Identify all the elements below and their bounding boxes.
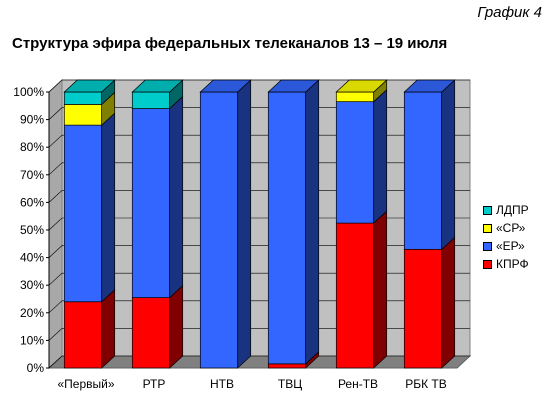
legend-swatch <box>483 205 492 215</box>
bar-segment <box>63 301 103 369</box>
bar-segment <box>403 91 443 250</box>
figure-label: График 4 <box>477 4 542 21</box>
bar-segment <box>267 91 307 365</box>
gridline <box>48 328 470 341</box>
gridline <box>48 300 470 314</box>
bar-segment <box>403 248 443 369</box>
y-tick-label: 100% <box>13 85 44 99</box>
bar-top-cap <box>267 79 320 93</box>
gridline <box>48 134 470 148</box>
bar-segment <box>335 91 375 103</box>
bar-segment <box>267 363 307 369</box>
bar-segment <box>131 108 171 298</box>
y-tick-label: 30% <box>20 278 44 292</box>
gridline <box>48 190 470 203</box>
x-category-label: Рен-ТВ <box>338 377 378 391</box>
bar-segment <box>335 101 375 224</box>
y-tick-label: 20% <box>20 306 44 320</box>
legend-label: «ЕР» <box>496 239 525 253</box>
bar-segment <box>63 124 103 303</box>
legend-swatch <box>483 223 492 233</box>
gridline <box>48 107 470 120</box>
bar-top-cap <box>403 79 456 93</box>
bar-segment-side <box>441 79 456 251</box>
y-tick-label: 70% <box>20 168 44 182</box>
chart-title: Структура эфира федеральных телеканалов … <box>12 35 448 52</box>
y-tick-label: 90% <box>20 113 44 127</box>
legend-item: «СР» <box>483 219 529 237</box>
legend-item: «ЕР» <box>483 237 529 255</box>
bar-segment <box>131 91 171 109</box>
gridline <box>48 162 470 176</box>
legend-item: ЛДПР <box>483 201 529 219</box>
gridline <box>48 272 470 286</box>
y-tick-label: 50% <box>20 223 44 237</box>
bar-segment <box>63 91 103 105</box>
legend-swatch <box>483 259 492 269</box>
legend-label: КПРФ <box>496 257 529 271</box>
bar-segment <box>63 104 103 126</box>
bar-top-cap <box>131 79 184 93</box>
y-tick-label: 80% <box>20 140 44 154</box>
bar-segment-side <box>373 210 388 369</box>
y-tick-label: 0% <box>27 361 45 375</box>
x-category-label: «Первый» <box>57 377 114 391</box>
x-category-label: РТР <box>143 377 166 391</box>
y-tick-label: 10% <box>20 333 44 347</box>
bar-segment-side <box>305 79 320 365</box>
legend-label: ЛДПР <box>496 203 529 217</box>
x-category-label: РБК ТВ <box>405 377 447 391</box>
chart-legend: ЛДПР «СР» «ЕР» КПРФ <box>483 201 529 273</box>
legend-label: «СР» <box>496 221 526 235</box>
bar-top-cap <box>335 79 388 93</box>
y-tick-label: 40% <box>20 251 44 265</box>
legend-item: КПРФ <box>483 255 529 273</box>
gridline <box>48 355 470 369</box>
bar-segment-side <box>101 288 116 369</box>
bar-top-cap <box>63 79 116 93</box>
y-tick-label: 60% <box>20 195 44 209</box>
legend-swatch <box>483 241 492 251</box>
bar-segment-side <box>169 284 184 369</box>
gridline <box>48 245 470 258</box>
bar-segment <box>131 297 171 369</box>
bar-segment-side <box>101 112 116 303</box>
bar-segment-side <box>373 88 388 224</box>
gridline <box>48 79 470 93</box>
x-category-label: НТВ <box>210 377 234 391</box>
bar-segment-side <box>169 95 184 299</box>
x-category-label: ТВЦ <box>278 377 302 391</box>
bar-segment <box>335 222 375 369</box>
bar-top-cap <box>199 79 252 93</box>
bar-segment-side <box>441 236 456 369</box>
bar-segment <box>199 91 239 369</box>
bar-segment-side <box>237 79 252 369</box>
gridline <box>48 217 470 231</box>
